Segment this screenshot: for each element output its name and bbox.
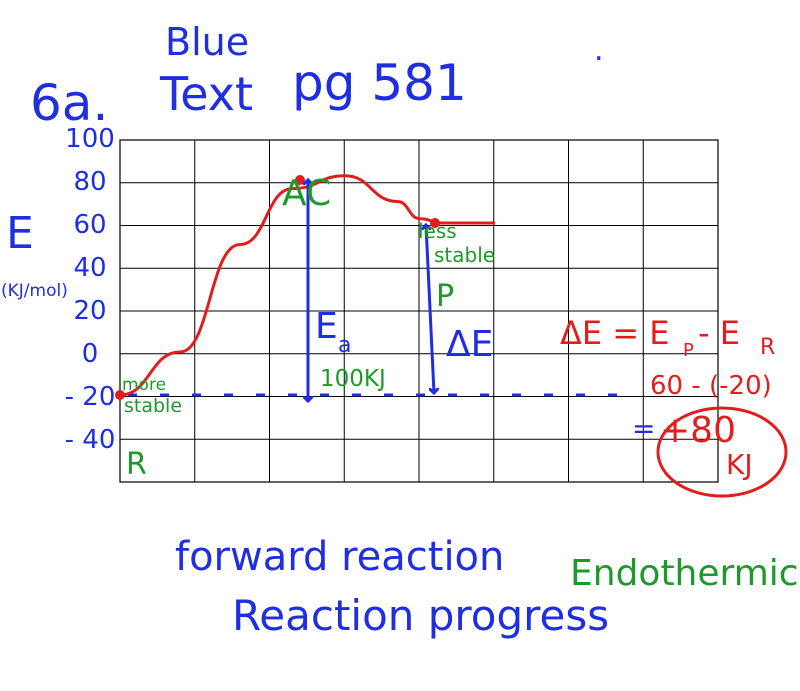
y-units-text: (KJ/mol) xyxy=(1,281,68,301)
delta-e-arrow xyxy=(426,225,434,393)
x-axis-label: Reaction progress xyxy=(232,591,609,640)
equation-equals: = xyxy=(632,412,655,445)
equation-subscript-p: P xyxy=(683,340,694,361)
less-stable-note-line1: less xyxy=(418,219,457,243)
ea-subscript: a xyxy=(338,333,351,358)
reaction-type-caption: Endothermic xyxy=(570,553,799,594)
less-stable-note-line2: stable xyxy=(434,243,495,267)
equation-result: +80 xyxy=(660,410,736,451)
point-r xyxy=(115,390,125,400)
key-points xyxy=(115,175,440,400)
equation-result-units: KJ xyxy=(726,448,753,481)
equation-minus-e: - E xyxy=(698,314,740,352)
y-tick-label: 20 xyxy=(73,296,106,326)
reaction-direction-caption: forward reaction xyxy=(175,534,504,580)
y-tick-label: 80 xyxy=(73,167,106,197)
delta-e-label: ΔE xyxy=(446,324,493,365)
more-stable-note-line1: more xyxy=(122,375,166,395)
more-stable-note-line2: stable xyxy=(124,395,182,417)
reactant-label: R xyxy=(126,447,147,482)
ea-symbol: E xyxy=(315,306,338,347)
y-tick-label: 0 xyxy=(82,339,99,369)
chart-grid xyxy=(119,139,719,483)
point-ac xyxy=(295,175,305,185)
product-label: P xyxy=(436,279,454,314)
problem-label: 6a. xyxy=(30,74,108,132)
text-label: Text xyxy=(159,67,253,121)
y-axis-units: (KJ/mol) xyxy=(1,281,68,301)
y-tick-label: - 20 xyxy=(65,382,116,412)
y-tick-label: 40 xyxy=(73,253,106,283)
blue-label: Blue xyxy=(165,20,249,64)
equation-subscript-r: R xyxy=(760,335,775,360)
y-tick-label: 60 xyxy=(73,210,106,240)
ea-value: 100KJ xyxy=(320,366,386,392)
y-axis-label: E xyxy=(6,208,34,259)
equation-calc: 60 - (-20) xyxy=(650,371,772,401)
page-ref: pg 581 xyxy=(292,54,467,112)
activated-complex-label: AC xyxy=(282,173,331,214)
y-tick-label: 100 xyxy=(65,124,115,154)
stray-dot: . xyxy=(594,33,604,68)
y-tick-label: - 40 xyxy=(65,425,116,455)
equation-main: ΔE = E xyxy=(560,314,669,352)
result-circle xyxy=(656,406,788,498)
series-line-energy-profile xyxy=(119,174,495,397)
y-tick-labels: 100 80 60 40 20 0 - 20 - 40 xyxy=(65,124,116,455)
